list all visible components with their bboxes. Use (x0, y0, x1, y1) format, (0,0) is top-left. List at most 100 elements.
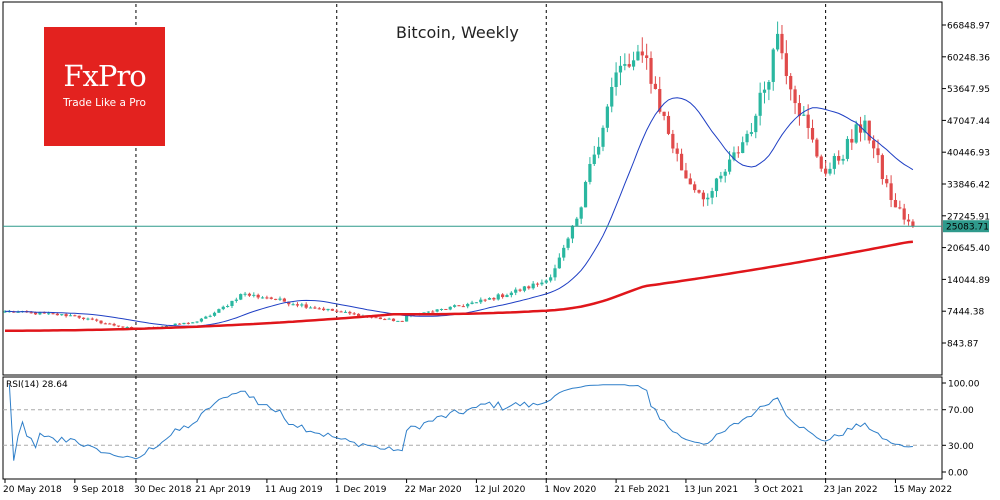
candle-body (806, 114, 810, 128)
candle-body (182, 322, 186, 325)
candle-body (243, 293, 247, 295)
time-tick-label: 1 Dec 2019 (335, 485, 387, 495)
logo-tagline: Trade Like a Pro (63, 97, 146, 109)
candle-body (492, 297, 496, 300)
candle-body (51, 313, 55, 315)
candle-body (317, 308, 321, 310)
candle-body (776, 33, 780, 50)
candle-body (880, 155, 884, 180)
candle-body (885, 179, 889, 184)
price-tick-label: 66848.97 (947, 22, 990, 32)
candle-body (893, 199, 898, 208)
candle-body (426, 311, 431, 313)
candle-body (658, 89, 662, 112)
candle-body (754, 115, 758, 133)
candle-body (684, 170, 688, 179)
candle-body (867, 120, 871, 141)
candle-body (810, 127, 815, 140)
candle-body (230, 300, 234, 306)
candle-body (736, 152, 740, 154)
time-tick-label: 1 Nov 2020 (544, 485, 596, 495)
main-pane (2, 1, 943, 376)
candle-body (719, 175, 723, 179)
candle-body (326, 308, 330, 311)
candle-body (749, 132, 754, 134)
candle-body (697, 190, 701, 193)
candle-body (308, 307, 313, 309)
candle-body (252, 294, 256, 296)
candle-body (557, 257, 561, 269)
candle-body (322, 308, 326, 311)
candle-body (173, 323, 177, 326)
candle-body (457, 305, 461, 307)
candle-body (81, 317, 86, 319)
candle-body (404, 315, 409, 322)
candle-body (374, 317, 378, 319)
candle-body (378, 317, 382, 320)
time-axis: 20 May 2018 9 Sep 2018 30 Dec 2018 21 Apr 2… (3, 479, 952, 495)
candle-body (579, 207, 583, 219)
time-tick-label: 30 Dec 2018 (134, 485, 192, 495)
candle-body (496, 294, 500, 300)
candle-body (631, 60, 636, 67)
candle-body (269, 297, 273, 299)
candle-body (33, 312, 38, 315)
candle-body (771, 49, 775, 82)
candle-body (287, 301, 291, 305)
price-axis: 66848.97 60248.36 53647.95 47047.44 40446.93… (942, 22, 990, 350)
candle-body (95, 319, 99, 321)
candle-body (832, 156, 836, 169)
candle-body (597, 146, 601, 155)
candle-body (518, 289, 522, 291)
candle-body (47, 313, 51, 315)
candle-body (256, 294, 260, 298)
candle-body (383, 319, 387, 321)
candle-body (444, 308, 448, 310)
candle-body (645, 55, 649, 58)
candle-body (522, 286, 527, 291)
candle-body (16, 311, 20, 313)
candle-body (741, 142, 745, 154)
candle-body (562, 247, 566, 258)
candle-body (391, 318, 396, 322)
candle-body (714, 178, 719, 192)
time-tick-label: 22 Mar 2020 (405, 485, 462, 495)
candle-body (304, 304, 308, 308)
price-tick-label: 7444.38 (947, 308, 984, 318)
candle-body (470, 302, 474, 304)
time-tick-label: 9 Sep 2018 (73, 485, 125, 495)
time-tick-label: 12 Jul 2020 (474, 485, 525, 495)
time-tick-label: 20 May 2018 (3, 485, 62, 495)
candle-body (335, 310, 339, 312)
candle-body (68, 315, 73, 317)
candle-body (570, 225, 575, 239)
candle-body (653, 83, 657, 90)
candle-body (396, 320, 400, 322)
price-tick-label: 33846.42 (947, 181, 990, 191)
candle-body (693, 184, 697, 191)
candle-body (701, 192, 705, 200)
candle-body (666, 115, 671, 134)
candle-body (99, 320, 103, 324)
candle-body (348, 311, 352, 314)
candle-body (226, 305, 230, 307)
candle-body (260, 297, 265, 299)
candle-body (601, 127, 605, 147)
candle-body (3, 311, 7, 313)
candle-body (466, 303, 470, 307)
candle-body (55, 313, 59, 316)
time-tick-label: 21 Apr 2019 (195, 485, 251, 495)
candle-body (164, 325, 169, 327)
candle-body (732, 152, 736, 160)
candle-body (121, 326, 125, 328)
candle-body (208, 315, 212, 317)
rsi-tick-label: 70.00 (948, 406, 974, 416)
candle-body (501, 294, 505, 298)
candle-body (727, 159, 732, 172)
candle-body (274, 298, 278, 300)
candle-body (77, 315, 81, 318)
time-tick-label: 3 Oct 2021 (754, 485, 804, 495)
candle-body (854, 124, 858, 143)
candle-body (583, 181, 588, 208)
